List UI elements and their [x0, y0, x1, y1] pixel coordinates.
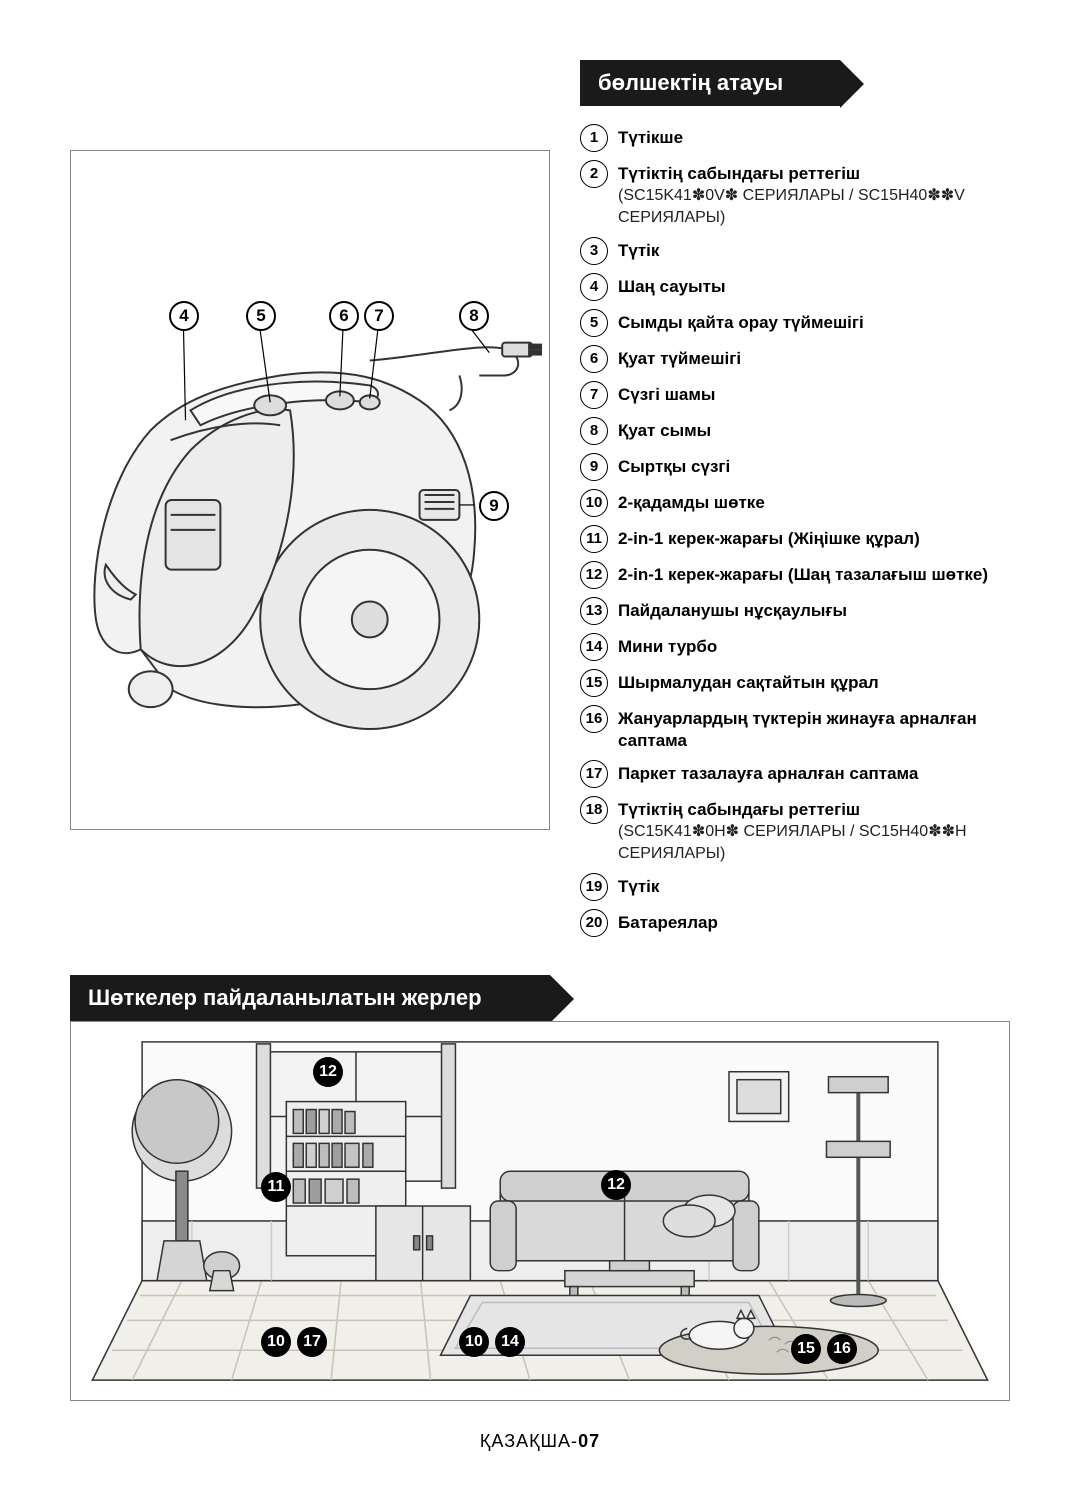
part-label: Түтікше	[618, 124, 683, 149]
footer-pagenum: 07	[578, 1431, 600, 1451]
room-illustration	[71, 1022, 1009, 1400]
part-row-5: 5 Сымды қайта орау түймешігі	[580, 309, 1010, 337]
part-label: Паркет тазалауға арналған саптама	[618, 760, 918, 785]
vac-callout-4: 4	[169, 301, 199, 331]
part-row-9: 9 Сыртқы сүзгі	[580, 453, 1010, 481]
part-row-20: 20 Батареялар	[580, 909, 1010, 937]
part-row-15: 15 Шырмалудан сақтайтын құрал	[580, 669, 1010, 697]
room-callout-14: 14	[495, 1327, 525, 1357]
part-row-3: 3 Түтік	[580, 237, 1010, 265]
part-label: Түтік	[618, 237, 659, 262]
part-label: Сымды қайта орау түймешігі	[618, 309, 864, 334]
part-label: 2-in-1 керек-жарағы (Шаң тазалағыш шөтке…	[618, 561, 988, 586]
part-num: 10	[580, 489, 608, 517]
part-num: 16	[580, 705, 608, 733]
part-row-1: 1 Түтікше	[580, 124, 1010, 152]
part-row-10: 10 2-қадамды шөтке	[580, 489, 1010, 517]
part-row-13: 13 Пайдаланушы нұсқаулығы	[580, 597, 1010, 625]
part-label: Түтіктің сабындағы реттегіш(SC15K41✽0V✽ …	[618, 160, 1010, 229]
room-callout-15: 15	[791, 1334, 821, 1364]
part-num: 15	[580, 669, 608, 697]
part-num: 11	[580, 525, 608, 553]
part-label: Түтік	[618, 873, 659, 898]
part-label: Қуат сымы	[618, 417, 711, 442]
part-label: Сүзгі шамы	[618, 381, 715, 406]
part-label: 2-in-1 керек-жарағы (Жіңішке құрал)	[618, 525, 920, 550]
part-row-4: 4 Шаң сауыты	[580, 273, 1010, 301]
part-num: 2	[580, 160, 608, 188]
part-row-16: 16 Жануарлардың түктерін жинауға арналған…	[580, 705, 1010, 752]
part-label: Шырмалудан сақтайтын құрал	[618, 669, 879, 694]
part-label: Жануарлардың түктерін жинауға арналған с…	[618, 705, 1010, 752]
part-row-8: 8 Қуат сымы	[580, 417, 1010, 445]
part-num: 9	[580, 453, 608, 481]
part-num: 6	[580, 345, 608, 373]
part-row-19: 19 Түтік	[580, 873, 1010, 901]
vacuum-illustration	[71, 151, 549, 829]
part-sublabel: (SC15K41✽0H✽ СЕРИЯЛАРЫ / SC15H40✽✽H СЕРИ…	[618, 821, 1010, 865]
part-row-7: 7 Сүзгі шамы	[580, 381, 1010, 409]
part-sublabel: (SC15K41✽0V✽ СЕРИЯЛАРЫ / SC15H40✽✽V СЕРИ…	[618, 185, 1010, 229]
part-label: Түтіктің сабындағы реттегіш(SC15K41✽0H✽ …	[618, 796, 1010, 865]
usage-heading: Шөткелер пайдаланылатын жерлер	[70, 975, 550, 1021]
part-num: 12	[580, 561, 608, 589]
part-num: 7	[580, 381, 608, 409]
part-label: Батареялар	[618, 909, 718, 934]
part-num: 8	[580, 417, 608, 445]
room-callout-10: 10	[459, 1327, 489, 1357]
part-label: Қуат түймешігі	[618, 345, 741, 370]
part-num: 18	[580, 796, 608, 824]
vac-callout-6: 6	[329, 301, 359, 331]
room-callout-10: 10	[261, 1327, 291, 1357]
part-num: 19	[580, 873, 608, 901]
vacuum-diagram: 4 5 67 8 9	[70, 150, 550, 830]
part-row-6: 6 Қуат түймешігі	[580, 345, 1010, 373]
room-callout-17: 17	[297, 1327, 327, 1357]
parts-list: 1 Түтікше 2 Түтіктің сабындағы реттегіш(SC1…	[580, 124, 1010, 937]
part-num: 17	[580, 760, 608, 788]
room-callout-12: 12	[601, 1170, 631, 1200]
part-num: 1	[580, 124, 608, 152]
part-label: Сыртқы сүзгі	[618, 453, 730, 478]
footer-prefix: ҚАЗАҚША-	[480, 1431, 578, 1451]
room-callout-16: 16	[827, 1334, 857, 1364]
part-num: 4	[580, 273, 608, 301]
part-row-18: 18 Түтіктің сабындағы реттегіш(SC15K41✽0H…	[580, 796, 1010, 865]
room-callout-12: 12	[313, 1057, 343, 1087]
parts-heading: бөлшектің атауы	[580, 60, 840, 106]
part-row-11: 11 2-in-1 керек-жарағы (Жіңішке құрал)	[580, 525, 1010, 553]
part-label: Мини турбо	[618, 633, 717, 658]
part-row-12: 12 2-in-1 керек-жарағы (Шаң тазалағыш шөт…	[580, 561, 1010, 589]
part-label: 2-қадамды шөтке	[618, 489, 765, 514]
vac-callout-8: 8	[459, 301, 489, 331]
vac-callout-7: 7	[364, 301, 394, 331]
part-num: 13	[580, 597, 608, 625]
part-row-2: 2 Түтіктің сабындағы реттегіш(SC15K41✽0V✽…	[580, 160, 1010, 229]
part-label: Шаң сауыты	[618, 273, 725, 298]
part-num: 5	[580, 309, 608, 337]
room-diagram: 121112101710141516	[70, 1021, 1010, 1401]
vac-callout-5: 5	[246, 301, 276, 331]
room-callout-11: 11	[261, 1172, 291, 1202]
page-footer: ҚАЗАҚША-07	[70, 1431, 1010, 1452]
part-row-17: 17 Паркет тазалауға арналған саптама	[580, 760, 1010, 788]
part-row-14: 14 Мини турбо	[580, 633, 1010, 661]
part-num: 20	[580, 909, 608, 937]
part-label: Пайдаланушы нұсқаулығы	[618, 597, 847, 622]
part-num: 3	[580, 237, 608, 265]
vac-callout-9: 9	[479, 491, 509, 521]
part-num: 14	[580, 633, 608, 661]
